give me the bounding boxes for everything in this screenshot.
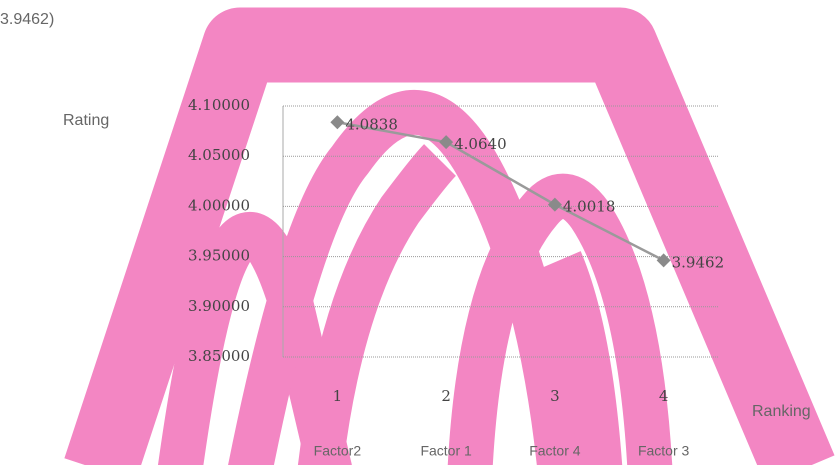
y-tick-label: 4.05000 [188,146,250,164]
category-name: Factor 3 [638,443,690,459]
x-tick-label: 4 [659,387,669,405]
top-text: 3.9462) [0,11,54,28]
data-label: 4.0640 [454,135,507,153]
y-tick-label: 4.10000 [188,96,250,114]
y-tick-label: 4.00000 [188,196,250,214]
data-label: 3.9462 [672,253,725,271]
x-tick-label: 3 [550,387,560,405]
page: 3.9462) Rating Ranking 3.85000 3.90000 3.9… [0,0,836,465]
category-name: Factor 4 [529,443,581,459]
category-name: Factor 1 [420,443,472,459]
x-tick-label: 1 [333,387,343,405]
marker [330,115,344,129]
x-tick-label: 2 [441,387,451,405]
x-axis-label: Ranking [752,403,811,420]
y-tick-label: 3.95000 [188,247,250,265]
data-label: 4.0018 [563,198,616,216]
category-name: Factor2 [314,443,362,459]
y-axis-label: Rating [63,112,109,129]
chart: 3.9462) Rating Ranking 3.85000 3.90000 3.9… [0,0,836,465]
data-label: 4.0838 [345,115,398,133]
y-tick-label: 3.90000 [188,297,250,315]
y-tick-label: 3.85000 [188,347,250,365]
